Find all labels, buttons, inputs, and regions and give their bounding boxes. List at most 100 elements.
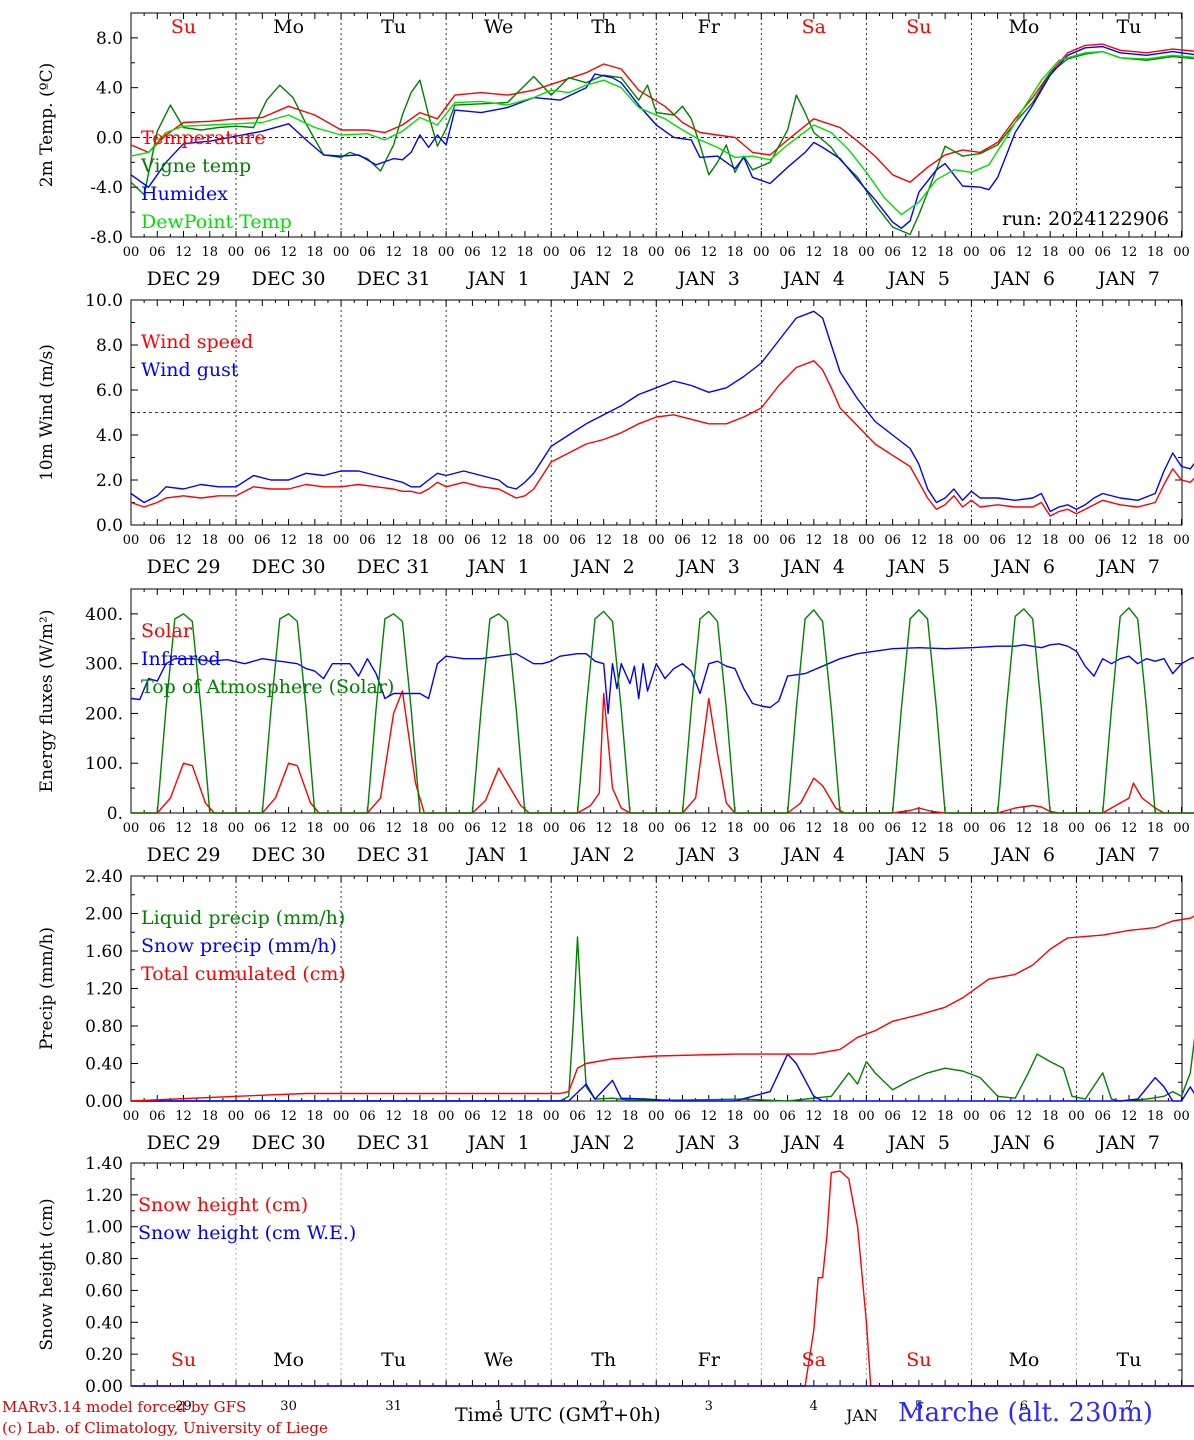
y-tick-label: 0.00 [85, 1092, 123, 1112]
hour-tick-label: 06 [464, 821, 481, 836]
series-line-solar [131, 690, 1194, 814]
hour-tick-label: 06 [989, 533, 1006, 548]
hour-tick-label: 06 [359, 1109, 376, 1124]
date-label: DEC 29 [147, 268, 221, 290]
date-label: JAN 6 [991, 844, 1055, 866]
hour-tick-label: 18 [202, 245, 219, 260]
hour-tick-label: 00 [1173, 245, 1190, 260]
hour-tick-label: 18 [307, 821, 324, 836]
hour-tick-label: 06 [254, 245, 271, 260]
hour-tick-label: 12 [280, 245, 297, 260]
weekday-label: Mo [273, 16, 304, 38]
date-label: DEC 31 [357, 1132, 431, 1154]
date-label: JAN 2 [571, 1132, 635, 1154]
date-label: JAN 6 [991, 556, 1055, 578]
hour-tick-label: 18 [202, 1109, 219, 1124]
hour-tick-label: 12 [806, 1109, 823, 1124]
hour-tick-label: 12 [911, 533, 928, 548]
weekday-label: Tu [1117, 1349, 1142, 1371]
legend-entry: Wind speed [141, 331, 253, 353]
legend-entry: DewPoint Temp [141, 211, 292, 233]
month-label: JAN [846, 1406, 878, 1425]
hour-tick-label: 12 [280, 533, 297, 548]
run-annotation: run: 2024122906 [1002, 208, 1169, 230]
hour-tick-label: 00 [753, 821, 770, 836]
hour-tick-label: 00 [228, 245, 245, 260]
panel-energy: 0. 100. 200. 300. 400. Energy fluxes (W/m²) 00… [37, 588, 1194, 866]
hour-tick-label: 12 [175, 245, 192, 260]
hour-tick-label: 18 [412, 821, 429, 836]
y-axis-label: Snow height (cm) [37, 1198, 57, 1350]
hour-tick-label: 06 [149, 533, 166, 548]
hour-tick-label: 12 [911, 245, 928, 260]
date-label: JAN 2 [571, 268, 635, 290]
hour-tick-label: 12 [1016, 245, 1033, 260]
y-tick-label: 2.0 [96, 471, 123, 491]
hour-tick-label: 12 [806, 821, 823, 836]
hour-tick-label: 00 [753, 533, 770, 548]
day-number-label: 31 [385, 1399, 402, 1414]
series-line-snow-height-cm- [131, 1170, 1194, 1387]
hour-tick-label: 18 [1042, 533, 1059, 548]
date-label: JAN 2 [571, 556, 635, 578]
hour-tick-label: 00 [963, 1109, 980, 1124]
hour-tick-label: 00 [123, 1109, 140, 1124]
legend-entry: Wind gust [141, 359, 239, 381]
date-label: JAN 5 [886, 1132, 950, 1154]
date-label: DEC 31 [357, 268, 431, 290]
y-tick-label: 10.0 [85, 291, 123, 311]
hour-tick-label: 06 [254, 1109, 271, 1124]
lab-credit: (c) Lab. of Climatology, University of L… [2, 1419, 328, 1437]
y-tick-label: 1.60 [85, 942, 123, 962]
hour-tick-label: 00 [648, 245, 665, 260]
hour-tick-label: 18 [937, 1109, 954, 1124]
weekday-label: Tu [381, 1349, 406, 1371]
hour-tick-label: 06 [989, 1109, 1006, 1124]
hour-tick-label: 00 [543, 1109, 560, 1124]
hour-tick-label: 18 [937, 821, 954, 836]
weekday-label: Sa [802, 16, 826, 38]
hour-tick-label: 06 [464, 533, 481, 548]
legend-entry: Snow precip (mm/h) [141, 935, 337, 957]
y-tick-label: 0.80 [85, 1017, 123, 1037]
model-credit: MARv3.14 model forced by GFS [2, 1398, 247, 1416]
y-tick-label: 0.60 [85, 1281, 123, 1301]
date-label: JAN 3 [676, 1132, 740, 1154]
hour-tick-label: 06 [779, 821, 796, 836]
weekday-label: We [484, 1349, 513, 1371]
hour-tick-label: 12 [806, 245, 823, 260]
weekday-label: Su [906, 1349, 931, 1371]
hour-tick-label: 00 [648, 533, 665, 548]
hour-tick-label: 06 [989, 245, 1006, 260]
y-tick-label: 0. [107, 804, 123, 824]
hour-tick-label: 00 [543, 821, 560, 836]
hour-tick-label: 00 [753, 245, 770, 260]
hour-tick-label: 00 [228, 1109, 245, 1124]
hour-tick-label: 06 [464, 245, 481, 260]
day-number-label: 6 [1020, 1399, 1028, 1414]
hour-tick-label: 18 [412, 533, 429, 548]
weekday-label: Su [171, 16, 196, 38]
weekday-label: Th [591, 1349, 616, 1371]
y-axis-label: 10m Wind (m/s) [37, 344, 57, 481]
weekday-label: Su [906, 16, 931, 38]
day-number-label: 7 [1125, 1399, 1133, 1414]
series-line-infrared [130, 643, 1194, 715]
y-tick-label: 300. [85, 655, 123, 675]
hour-tick-label: 18 [937, 533, 954, 548]
hour-tick-label: 18 [622, 245, 639, 260]
y-tick-label: 100. [85, 754, 123, 774]
legend-entry: Snow height (cm W.E.) [138, 1222, 356, 1244]
hour-tick-label: 06 [674, 245, 691, 260]
hour-tick-label: 12 [385, 821, 402, 836]
hour-tick-label: 00 [333, 245, 350, 260]
legend-entry: Snow height (cm) [138, 1194, 308, 1216]
date-label: DEC 30 [252, 844, 326, 866]
hour-tick-label: 00 [123, 821, 140, 836]
hour-tick-label: 00 [438, 1109, 455, 1124]
y-tick-label: 400. [85, 605, 123, 625]
hour-tick-label: 12 [1016, 821, 1033, 836]
hour-tick-label: 12 [280, 1109, 297, 1124]
date-label: DEC 29 [147, 556, 221, 578]
hour-tick-label: 06 [779, 533, 796, 548]
